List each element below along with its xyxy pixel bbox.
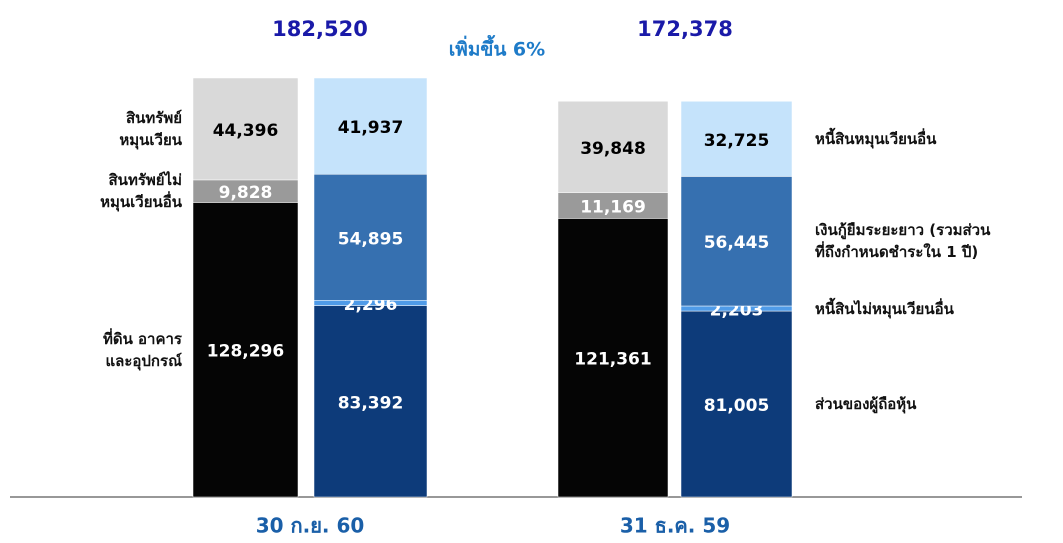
series-name: ส่วนของผู้ถือหุ้น — [815, 395, 917, 414]
series-name: หนี้สินไม่หมุนเวียนอื่น — [815, 299, 954, 318]
series-name: หนี้สินหมุนเวียนอื่น — [815, 129, 937, 148]
value-label: 83,392 — [338, 393, 404, 413]
series-name: สินทรัพย์ หมุนเวียน — [119, 108, 182, 149]
series-name: ที่ดิน อาคาร และอุปกรณ์ — [102, 329, 182, 370]
bar-segment — [557, 101, 669, 194]
value-label: 9,828 — [219, 183, 273, 203]
bar-segment — [557, 218, 669, 498]
value-label: 54,895 — [338, 229, 404, 249]
bar-segment — [192, 202, 299, 498]
category-label: 30 ก.ย. 60 — [256, 514, 365, 538]
value-label: 39,848 — [580, 139, 646, 159]
bar-segment — [680, 101, 793, 177]
bar-segment — [313, 174, 428, 301]
value-label: 41,937 — [338, 118, 404, 138]
total-label: 182,520 — [272, 17, 368, 41]
value-label: 121,361 — [574, 350, 651, 370]
bar-segment — [192, 77, 299, 181]
total-label: 172,378 — [637, 17, 733, 41]
value-label: 44,396 — [213, 121, 279, 141]
value-label: 56,445 — [704, 233, 770, 253]
value-label: 128,296 — [207, 342, 284, 362]
annotation: เพิ่มขึ้น 6% — [449, 35, 545, 61]
value-label: 81,005 — [704, 396, 770, 416]
bar-segment — [313, 305, 428, 498]
value-label: 32,725 — [704, 131, 770, 151]
bar-segment — [557, 192, 669, 219]
series-name: สินทรัพย์ไม่ หมุนเวียนอื่น — [100, 171, 182, 212]
bar-segment — [313, 77, 428, 175]
bar-segment — [680, 310, 793, 498]
bar-segment — [680, 176, 793, 307]
series-name: เงินกู้ยืมระยะยาว (รวมส่วน ที่ถึงกำหนดชำ… — [815, 221, 991, 262]
category-label: 31 ธ.ค. 59 — [620, 514, 730, 538]
value-label: 11,169 — [580, 198, 646, 218]
